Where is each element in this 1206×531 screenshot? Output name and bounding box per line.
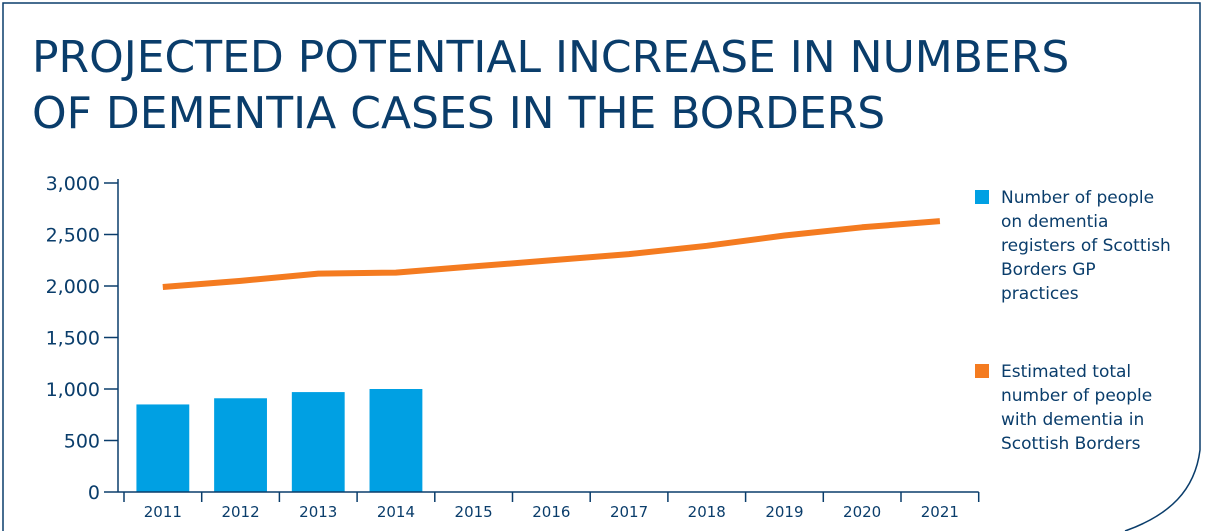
x-tick-label: 2018 xyxy=(688,503,726,521)
legend-swatch-bar xyxy=(975,190,989,204)
y-tick-label: 500 xyxy=(64,431,100,453)
chart-title-line-1: PROJECTED POTENTIAL INCREASE IN NUMBERS xyxy=(32,32,1070,83)
x-axis: 2011 2012 2013 2014 2015 2016 2017 2018 2019 2020… xyxy=(118,491,980,521)
y-tick-label: 3,000 xyxy=(46,173,100,195)
y-tick-label: 1,000 xyxy=(46,379,100,401)
x-tick-label: 2014 xyxy=(377,503,415,521)
chart-title-line-2: OF DEMENTIA CASES IN THE BORDERS xyxy=(32,88,886,139)
legend-label-registers: Number of people on dementia registers o… xyxy=(1001,188,1171,304)
y-tick-label: 2,000 xyxy=(46,276,100,298)
y-tick-label: 1,500 xyxy=(46,328,100,350)
x-tick-label: 2013 xyxy=(299,503,337,521)
x-tick-label: 2016 xyxy=(532,503,570,521)
bar xyxy=(214,398,267,492)
bar xyxy=(136,404,190,492)
x-tick-label: 2011 xyxy=(144,503,182,521)
x-tick-label: 2015 xyxy=(455,503,493,521)
bar xyxy=(291,392,345,492)
y-tick-label: 2,500 xyxy=(46,225,100,247)
line-series xyxy=(162,218,941,290)
bar xyxy=(369,389,423,492)
legend-item-estimated: Estimated total number of people with de… xyxy=(975,360,1175,456)
y-tick-label: 0 xyxy=(88,482,100,504)
legend-label-estimated: Estimated total number of people with de… xyxy=(1001,362,1153,454)
x-tick-label: 2017 xyxy=(610,503,648,521)
x-tick-label: 2012 xyxy=(221,503,259,521)
y-axis: 0 500 1,000 1,500 2,000 2,500 3,000 xyxy=(46,173,119,504)
chart-title: PROJECTED POTENTIAL INCREASE IN NUMBERS … xyxy=(32,30,1202,142)
x-tick-label: 2021 xyxy=(921,503,959,521)
x-tick-label: 2020 xyxy=(843,503,881,521)
line-path xyxy=(162,218,941,290)
legend-item-registers: Number of people on dementia registers o… xyxy=(975,186,1175,306)
bar-series xyxy=(136,389,423,492)
x-tick-label: 2019 xyxy=(765,503,803,521)
legend-swatch-line xyxy=(975,364,989,378)
